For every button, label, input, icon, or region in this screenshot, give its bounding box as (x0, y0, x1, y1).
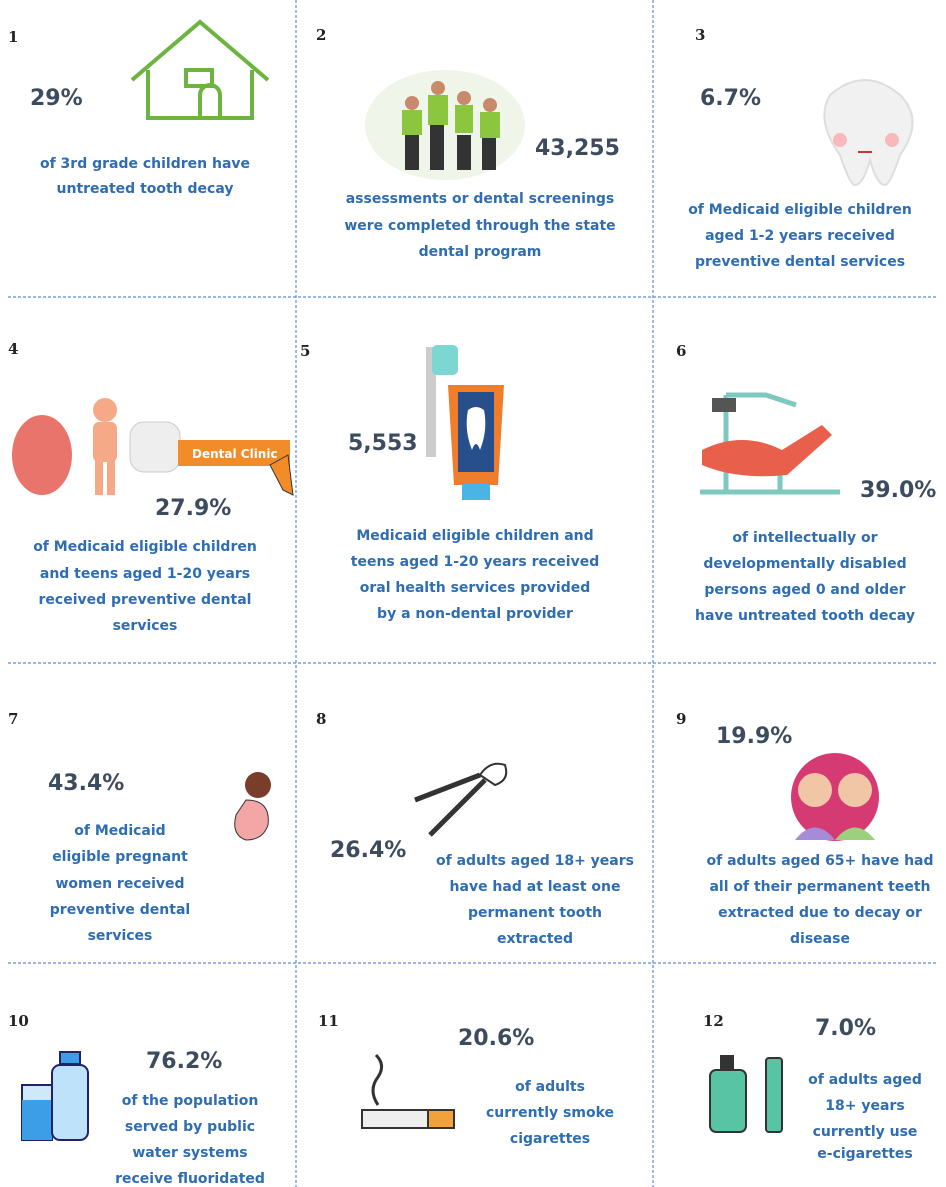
description-line: received preventive dental (38, 592, 252, 608)
statistic: 29% (30, 86, 83, 111)
description-line: oral health services provided (359, 580, 591, 596)
description-line: of Medicaid eligible children (33, 539, 257, 555)
sign-text: Dental Clinic (192, 447, 278, 461)
cell-number: 7 (8, 710, 19, 728)
statistic: 20.6% (458, 1026, 535, 1051)
description-line: have untreated tooth decay (695, 608, 915, 624)
statistic: 7.0% (815, 1016, 877, 1041)
description-line: eligible pregnant (52, 849, 188, 865)
description-line: women received (55, 876, 185, 892)
description-line: teens aged 1-20 years received (350, 554, 600, 570)
description-line: all of their permanent teeth (709, 879, 931, 895)
description-line: receive fluoridated (115, 1171, 265, 1187)
description-line: cigarettes (509, 1131, 591, 1147)
description-line: currently use (812, 1124, 918, 1140)
description-line: preventive dental (49, 902, 191, 918)
description-line: of 3rd grade children have (39, 156, 251, 172)
statistic: 39.0% (860, 478, 937, 503)
cell-number: 8 (316, 710, 327, 728)
description-line: e-cigarettes (817, 1146, 913, 1162)
statistic: 43.4% (48, 771, 125, 796)
description-line: water systems (132, 1145, 248, 1161)
cell-number: 5 (300, 342, 311, 360)
description-line: assessments or dental screenings (345, 191, 615, 207)
description-line: of adults aged 65+ have had (706, 853, 934, 869)
cell-number: 6 (676, 342, 687, 360)
cell-number: 3 (695, 26, 706, 44)
description-line: of intellectually or (732, 530, 878, 546)
description-line: by a non-dental provider (377, 606, 573, 622)
description-line: and teens aged 1-20 years (39, 566, 251, 582)
statistic: 19.9% (716, 724, 793, 749)
description-line: of Medicaid (74, 823, 166, 839)
cell-number: 12 (703, 1012, 724, 1030)
description-line: 18+ years (825, 1098, 905, 1114)
description-line: of adults aged 18+ years (436, 853, 634, 869)
description-line: developmentally disabled (703, 556, 907, 572)
description-line: permanent tooth (467, 905, 603, 921)
description-line: have had at least one (449, 879, 621, 895)
description-line: aged 1-2 years received (705, 228, 895, 244)
statistic: 26.4% (330, 838, 407, 863)
cell-number: 2 (316, 26, 327, 44)
description-line: extracted due to decay or (718, 905, 922, 921)
description-line: extracted (496, 931, 574, 947)
statistic: 6.7% (700, 86, 762, 111)
cell-number: 11 (318, 1012, 339, 1030)
cell-number: 1 (8, 28, 19, 46)
description-line: preventive dental services (694, 254, 906, 270)
cell-number: 4 (8, 340, 19, 358)
description-line: services (87, 928, 153, 944)
statistic: 43,255 (535, 136, 620, 161)
description-line: were completed through the state (344, 218, 616, 234)
description-line: served by public (124, 1119, 256, 1135)
description-line: of adults (515, 1079, 585, 1095)
description-line: dental program (418, 244, 542, 260)
statistic: 5,553 (348, 431, 418, 456)
description-line: of adults aged (808, 1072, 922, 1088)
description-line: services (112, 618, 178, 634)
description-line: untreated tooth decay (56, 181, 234, 197)
description-line: of the population (121, 1093, 259, 1109)
description-line: currently smoke (486, 1105, 614, 1121)
description-line: persons aged 0 and older (704, 582, 906, 598)
cell-number: 9 (676, 710, 687, 728)
description-line: disease (790, 931, 850, 947)
description-line: of Medicaid eligible children (688, 202, 912, 218)
statistic: 27.9% (155, 496, 232, 521)
description-line: Medicaid eligible children and (356, 528, 594, 544)
statistic: 76.2% (146, 1049, 223, 1074)
cell-number: 10 (8, 1012, 29, 1030)
